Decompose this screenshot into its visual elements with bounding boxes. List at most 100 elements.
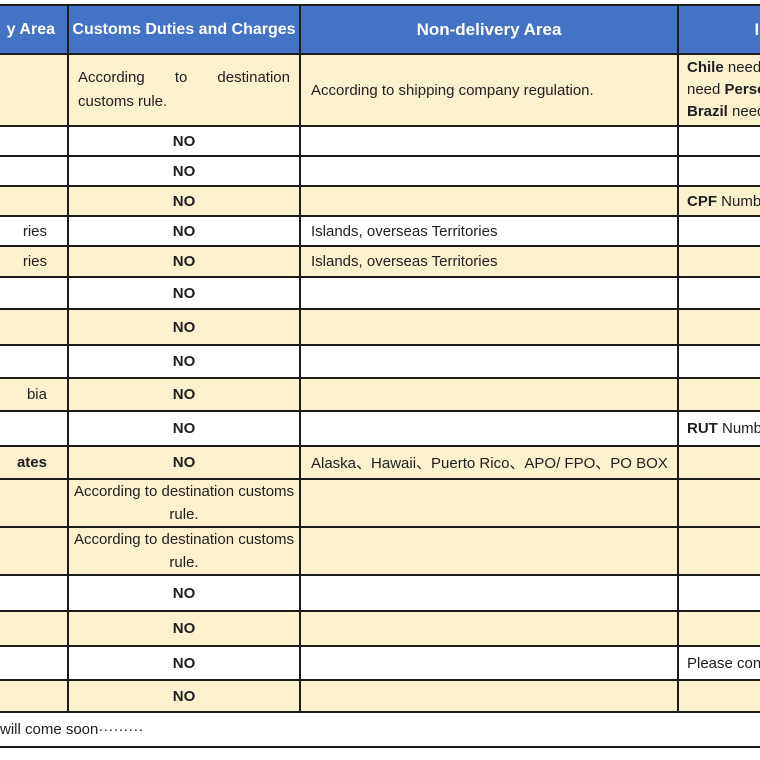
cell-id: Chile need need Perso Brazil need: [677, 53, 760, 127]
cell-non-delivery: [299, 185, 679, 217]
cell-delivery-area: [0, 308, 69, 346]
cell-id: [677, 215, 760, 247]
cell-non-delivery: Islands, overseas Territories: [299, 245, 679, 278]
cell-delivery-area: [0, 610, 69, 647]
cell-id: [677, 478, 760, 528]
table-row: NO RUT Numb: [0, 410, 760, 447]
cell-customs: NO: [67, 377, 301, 412]
cell-non-delivery: [299, 125, 679, 157]
cell-delivery-area: [0, 125, 69, 157]
cell-non-delivery: [299, 574, 679, 612]
cell-customs: NO: [67, 645, 301, 681]
shipping-info-table: y Area Customs Duties and Charges Non-de…: [0, 4, 760, 748]
cell-id: [677, 155, 760, 187]
cell-delivery-area: bia: [0, 377, 69, 412]
cell-customs: NO: [67, 679, 301, 713]
cell-customs: NO: [67, 574, 301, 612]
table-row: NO: [0, 679, 760, 713]
cell-delivery-area: [0, 410, 69, 447]
id-country: Brazil: [687, 103, 728, 120]
cell-non-delivery: [299, 679, 679, 713]
footer-note: will come soon·········: [0, 711, 760, 748]
table-row: NO: [0, 308, 760, 346]
cell-customs: NO: [67, 445, 301, 480]
cell-non-delivery: Alaska、Hawaii、Puerto Rico、APO/ FPO、PO BO…: [299, 445, 679, 480]
table-viewport: y Area Customs Duties and Charges Non-de…: [0, 4, 760, 748]
cell-delivery-area: [0, 185, 69, 217]
cell-delivery-area: [0, 276, 69, 310]
cell-customs: According to destination customs rule.: [67, 526, 301, 576]
customs-text: According to destination customs rule.: [78, 69, 290, 110]
cell-non-delivery: [299, 276, 679, 310]
table-row: According to destination customs rule.: [0, 478, 760, 528]
cell-delivery-area: ries: [0, 245, 69, 278]
cell-id: RUT Numb: [677, 410, 760, 447]
cell-non-delivery: [299, 308, 679, 346]
cell-customs: NO: [67, 410, 301, 447]
cell-customs: NO: [67, 245, 301, 278]
cell-delivery-area: [0, 679, 69, 713]
table-row: NO Please cont: [0, 645, 760, 681]
id-line: need Perso: [687, 79, 760, 101]
table-row: According to destination customs rule. A…: [0, 53, 760, 127]
cell-non-delivery: Islands, overseas Territories: [299, 215, 679, 247]
header-id: ID: [677, 4, 760, 55]
id-term: Perso: [724, 81, 760, 98]
cell-customs: NO: [67, 308, 301, 346]
cell-customs: NO: [67, 610, 301, 647]
table-row: NO: [0, 344, 760, 379]
cell-id: [677, 610, 760, 647]
cell-id: Please cont: [677, 645, 760, 681]
table-row: NO: [0, 276, 760, 310]
cell-non-delivery: [299, 377, 679, 412]
cell-id: [677, 344, 760, 379]
cell-delivery-area: ates: [0, 445, 69, 480]
cell-delivery-area: [0, 645, 69, 681]
cell-id: [677, 308, 760, 346]
table-row: NO: [0, 125, 760, 157]
table-row: NO: [0, 610, 760, 647]
cell-id: [677, 377, 760, 412]
cell-id: CPF Numb: [677, 185, 760, 217]
header-delivery-area: y Area: [0, 4, 69, 55]
table-row: ates NO Alaska、Hawaii、Puerto Rico、APO/ F…: [0, 445, 760, 480]
cell-id: [677, 276, 760, 310]
cell-non-delivery: [299, 155, 679, 187]
table-row: NO: [0, 155, 760, 187]
id-term: CPF: [687, 192, 717, 210]
footer-row: will come soon·········: [0, 711, 760, 748]
id-country: Chile: [687, 59, 724, 76]
cell-id: [677, 245, 760, 278]
cell-customs: According to destination customs rule.: [67, 53, 301, 127]
table-row: bia NO: [0, 377, 760, 412]
cell-customs: NO: [67, 344, 301, 379]
cell-customs: NO: [67, 185, 301, 217]
id-term: RUT: [687, 420, 718, 437]
cell-id: [677, 679, 760, 713]
cell-customs: According to destination customs rule.: [67, 478, 301, 528]
cell-customs: NO: [67, 276, 301, 310]
cell-non-delivery: [299, 610, 679, 647]
cell-delivery-area: ries: [0, 215, 69, 247]
cell-non-delivery: [299, 344, 679, 379]
cell-non-delivery: According to shipping company regulation…: [299, 53, 679, 127]
cell-non-delivery: [299, 410, 679, 447]
table-row: NO: [0, 574, 760, 612]
table-row: ries NO Islands, overseas Territories: [0, 245, 760, 278]
cell-non-delivery: [299, 645, 679, 681]
header-row: y Area Customs Duties and Charges Non-de…: [0, 4, 760, 55]
id-line: Chile need: [687, 57, 760, 79]
cell-id: [677, 445, 760, 480]
cell-delivery-area: [0, 478, 69, 528]
id-text: need: [687, 81, 725, 98]
id-text: need: [723, 59, 760, 76]
id-line: Brazil need: [687, 101, 760, 123]
table-row: NO CPF Numb: [0, 185, 760, 217]
cell-id: [677, 526, 760, 576]
id-text: Numb: [717, 192, 760, 210]
id-text: need: [732, 103, 760, 120]
cell-customs: NO: [67, 125, 301, 157]
cell-id: [677, 574, 760, 612]
header-non-delivery-area: Non-delivery Area: [299, 4, 679, 55]
